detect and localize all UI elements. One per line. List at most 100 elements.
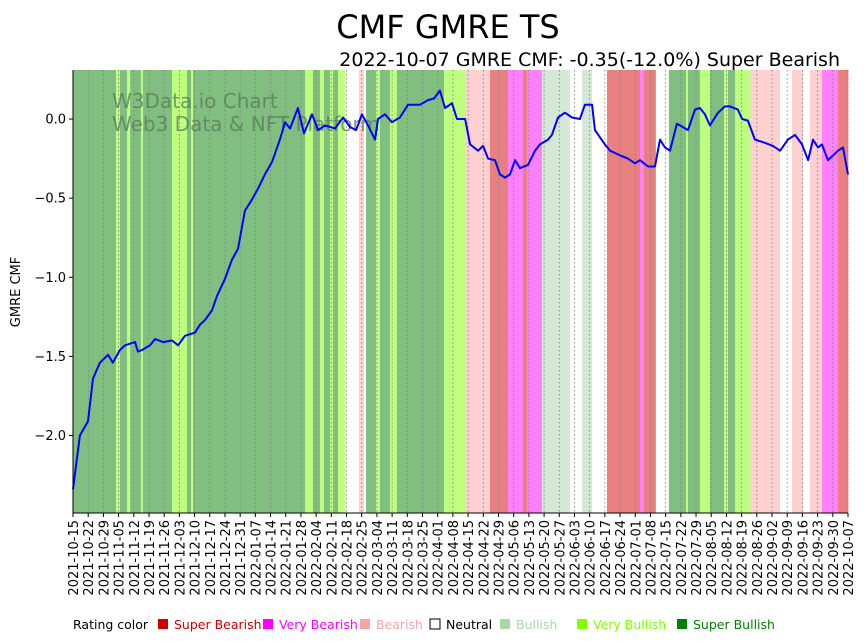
rating-band bbox=[119, 70, 128, 513]
rating-band bbox=[791, 70, 804, 513]
x-tick-label: 2022-02-04 bbox=[310, 520, 325, 596]
legend-item-label: Bullish bbox=[516, 617, 557, 632]
x-tick-label: 2022-07-22 bbox=[675, 520, 690, 596]
rating-bands bbox=[73, 70, 849, 513]
legend-swatch bbox=[158, 619, 168, 629]
rating-band bbox=[735, 70, 751, 513]
x-tick-label: 2022-09-30 bbox=[827, 520, 842, 596]
rating-band bbox=[142, 70, 173, 513]
rating-band bbox=[508, 70, 524, 513]
x-tick-label: 2022-05-20 bbox=[538, 520, 553, 596]
x-tick-label: 2022-08-12 bbox=[720, 520, 735, 596]
y-axis-label: GMRE CMF bbox=[9, 257, 24, 327]
rating-band bbox=[709, 70, 725, 513]
rating-band bbox=[444, 70, 466, 513]
rating-band bbox=[541, 70, 571, 513]
x-tick-label: 2022-04-01 bbox=[432, 520, 447, 596]
x-tick-label: 2022-01-07 bbox=[249, 520, 264, 596]
rating-band bbox=[523, 70, 528, 513]
rating-band bbox=[130, 70, 142, 513]
legend-swatch bbox=[429, 618, 441, 630]
axes: 2021-10-15 2021-10-22 2021-10-29 2021-11-05… bbox=[34, 70, 857, 596]
legend-swatch bbox=[360, 619, 370, 629]
rating-band bbox=[140, 70, 144, 513]
legend-item-label: Super Bearish bbox=[174, 617, 262, 632]
x-tick-label: 2022-02-25 bbox=[356, 520, 371, 596]
rating-band bbox=[389, 70, 398, 513]
x-tick-label: 2021-10-29 bbox=[97, 520, 112, 596]
rating-band bbox=[186, 70, 192, 513]
rating-band bbox=[191, 70, 194, 513]
x-tick-label: 2022-02-11 bbox=[325, 520, 340, 596]
x-tick-label: 2021-12-03 bbox=[173, 520, 188, 596]
y-tick-label: 0.0 bbox=[45, 113, 66, 128]
x-tick-label: 2022-10-07 bbox=[842, 520, 857, 596]
rating-band bbox=[345, 70, 360, 513]
watermark-line-1: W3Data.io Chart bbox=[112, 89, 278, 113]
x-tick-label: 2022-04-29 bbox=[492, 520, 507, 596]
x-tick-label: 2022-02-18 bbox=[341, 520, 356, 596]
legend-item-label: Neutral bbox=[446, 617, 492, 632]
rating-band bbox=[655, 70, 670, 513]
x-tick-label: 2021-11-12 bbox=[128, 520, 143, 596]
x-tick-label: 2022-08-26 bbox=[751, 520, 766, 596]
chart-title: CMF GMRE TS bbox=[336, 8, 559, 46]
legend-item-label: Super Bullish bbox=[693, 617, 775, 632]
rating-band bbox=[490, 70, 509, 513]
x-tick-label: 2022-06-03 bbox=[568, 520, 583, 596]
rating-band bbox=[396, 70, 445, 513]
x-tick-label: 2022-01-14 bbox=[265, 520, 280, 596]
legend-swatch bbox=[577, 619, 587, 629]
x-tick-label: 2021-12-24 bbox=[219, 520, 234, 596]
rating-band bbox=[838, 70, 849, 513]
rating-band bbox=[640, 70, 645, 513]
rating-band bbox=[607, 70, 641, 513]
x-tick-label: 2021-12-31 bbox=[234, 520, 249, 596]
x-tick-label: 2022-08-05 bbox=[705, 520, 720, 596]
x-tick-label: 2021-12-10 bbox=[189, 520, 204, 596]
x-tick-label: 2022-01-28 bbox=[295, 520, 310, 596]
cmf-series-line bbox=[72, 89, 849, 490]
x-tick-label: 2022-06-10 bbox=[584, 520, 599, 596]
x-tick-label: 2022-07-01 bbox=[629, 520, 644, 596]
x-tick-label: 2021-11-26 bbox=[158, 520, 173, 596]
rating-band bbox=[333, 70, 339, 513]
rating-band bbox=[686, 70, 689, 513]
x-tick-label: 2022-05-06 bbox=[508, 520, 523, 596]
y-tick-label: −2.0 bbox=[34, 429, 66, 444]
legend-swatch bbox=[500, 619, 510, 629]
x-tick-label: 2021-11-19 bbox=[143, 520, 158, 596]
rating-band bbox=[379, 70, 391, 513]
rating-band bbox=[115, 70, 121, 513]
rating-band bbox=[73, 70, 117, 513]
rating-band bbox=[320, 70, 325, 513]
x-tick-label: 2022-03-18 bbox=[401, 520, 416, 596]
x-tick-label: 2022-03-11 bbox=[386, 520, 401, 596]
rating-band bbox=[366, 70, 377, 513]
rating-band bbox=[592, 70, 608, 513]
x-tick-label: 2022-03-25 bbox=[417, 520, 432, 596]
rating-band bbox=[338, 70, 346, 513]
rating-band bbox=[127, 70, 131, 513]
watermark-line-2: Web3 Data & NFT Platform bbox=[112, 112, 380, 136]
x-tick-label: 2022-04-08 bbox=[447, 520, 462, 596]
x-gridlines bbox=[72, 70, 849, 513]
rating-band bbox=[569, 70, 583, 513]
x-tick-label: 2022-01-21 bbox=[280, 520, 295, 596]
rating-band bbox=[750, 70, 781, 513]
rating-band bbox=[688, 70, 701, 513]
rating-band bbox=[323, 70, 331, 513]
legend-item-label: Very Bearish bbox=[279, 617, 358, 632]
legend-item-label: Very Bullish bbox=[593, 617, 666, 632]
legend: Rating color Super Bearish Very Bearish Bea… bbox=[73, 617, 775, 632]
chart-subtitle: 2022-10-07 GMRE CMF: -0.35(-12.0%) Super… bbox=[339, 49, 840, 71]
x-tick-label: 2022-04-22 bbox=[477, 520, 492, 596]
rating-band bbox=[376, 70, 381, 513]
x-tick-label: 2021-12-17 bbox=[204, 520, 219, 596]
x-tick-label: 2022-09-16 bbox=[796, 520, 811, 596]
legend-title: Rating color bbox=[73, 617, 149, 632]
x-tick-label: 2022-07-08 bbox=[644, 520, 659, 596]
legend-swatch bbox=[677, 619, 687, 629]
rating-band bbox=[363, 70, 367, 513]
